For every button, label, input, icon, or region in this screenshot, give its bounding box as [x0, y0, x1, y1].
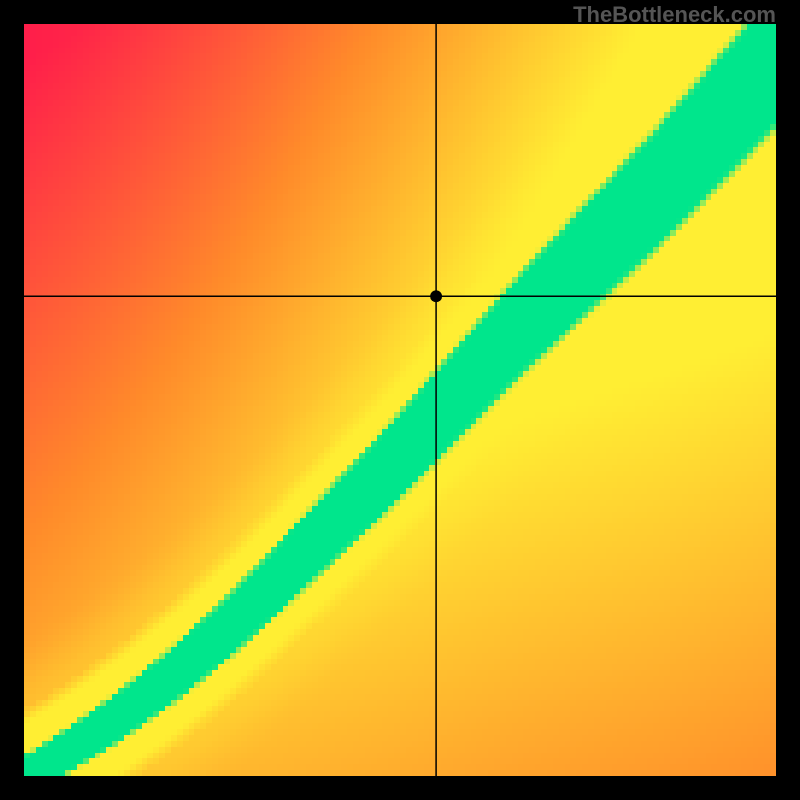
- heatmap-canvas: [0, 0, 800, 800]
- chart-container: TheBottleneck.com: [0, 0, 800, 800]
